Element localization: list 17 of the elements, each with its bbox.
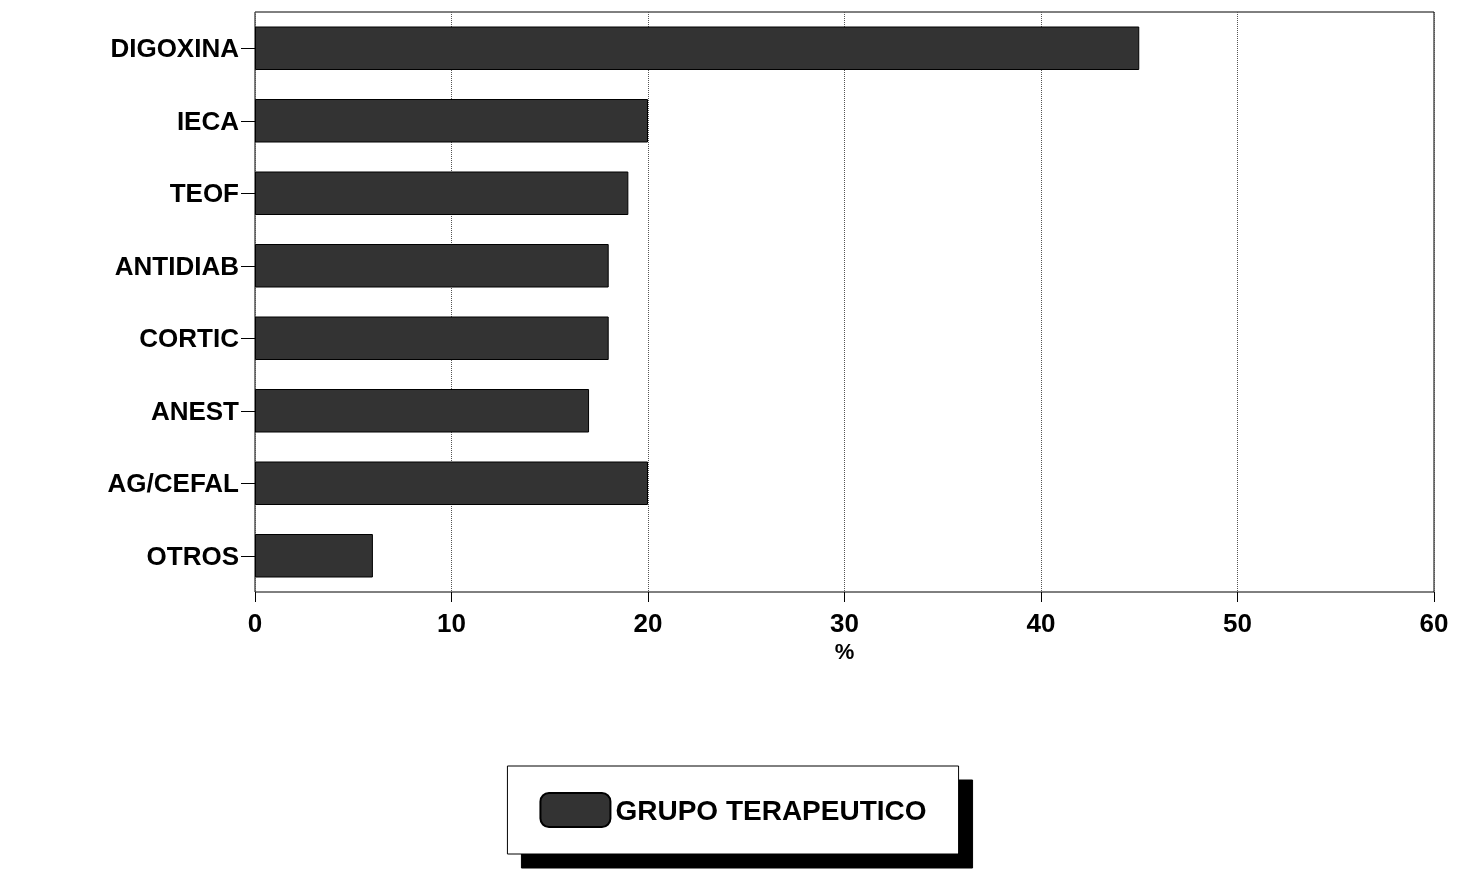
x-tick-label: 10 xyxy=(437,608,466,638)
y-tick-label: DIGOXINA xyxy=(110,33,240,64)
y-tick-label: TEOF xyxy=(169,178,239,209)
x-tick-label: 20 xyxy=(633,608,663,638)
x-axis-title: % xyxy=(834,639,855,665)
x-tick-label: 50 xyxy=(1223,608,1252,638)
y-tick-label: ANEST xyxy=(150,395,240,426)
y-tick-label: OTROS xyxy=(146,540,239,571)
x-tick-label: 60 xyxy=(1419,608,1449,638)
y-tick-label: ANTIDIAB xyxy=(114,250,239,281)
x-tick-label: 0 xyxy=(247,608,263,638)
x-tick-label: 30 xyxy=(830,608,859,638)
y-tick-label: IECA xyxy=(176,105,240,136)
y-tick-label: CORTIC xyxy=(139,323,240,354)
x-tick-label: 40 xyxy=(1026,608,1056,638)
legend-label: GRUPO TERAPEUTICO xyxy=(615,794,927,826)
y-tick-label: AG/CEFAL xyxy=(107,468,240,499)
